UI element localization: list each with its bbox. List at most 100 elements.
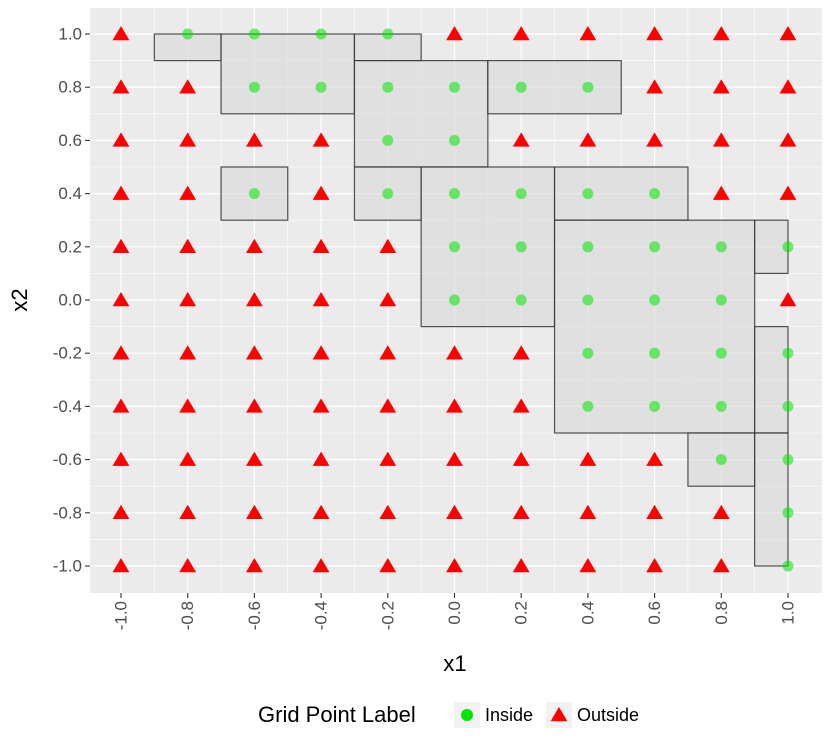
point-inside — [515, 294, 527, 306]
point-inside — [782, 560, 794, 572]
point-outside — [779, 26, 797, 41]
region-rectangle — [754, 326, 789, 434]
point-outside — [179, 504, 197, 520]
point-outside — [179, 292, 197, 307]
point-outside — [646, 132, 663, 147]
point-inside — [248, 81, 260, 93]
point-inside — [782, 454, 794, 466]
point-outside — [112, 79, 130, 94]
point-outside — [779, 292, 797, 307]
point-outside — [112, 132, 130, 147]
point-inside — [449, 294, 460, 306]
region-rectangles — [153, 33, 789, 567]
point-inside — [449, 188, 460, 200]
point-outside — [112, 558, 130, 573]
point-outside — [312, 504, 330, 520]
point-outside — [246, 132, 263, 147]
x-tick-label: 0.8 — [712, 601, 731, 625]
point-outside — [312, 132, 330, 147]
point-inside — [582, 81, 594, 93]
point-inside — [382, 28, 394, 40]
point-inside — [315, 81, 327, 93]
point-inside — [449, 241, 460, 253]
y-axis-ticks: 1.0 0.8 0.6 0.4 0.2 0.0 -0.2 -0.4 -0.6 -0.8 -1.0 — [53, 25, 90, 576]
point-outside — [312, 451, 330, 466]
point-outside — [112, 504, 130, 520]
point-inside — [649, 294, 661, 306]
point-outside — [312, 292, 330, 307]
point-inside — [782, 347, 794, 359]
point-outside — [379, 558, 397, 573]
point-inside — [382, 188, 394, 200]
point-outside — [179, 185, 197, 200]
y-tick-label: 0.2 — [58, 237, 82, 256]
point-inside — [515, 188, 527, 200]
point-outside — [179, 398, 197, 413]
point-outside — [246, 451, 263, 466]
point-inside — [649, 400, 661, 412]
point-outside — [712, 79, 730, 94]
point-outside — [446, 451, 463, 466]
point-outside — [779, 79, 797, 94]
x-tick-label: -1.0 — [112, 601, 131, 630]
y-tick-label: -0.2 — [53, 344, 82, 363]
point-outside — [779, 132, 797, 147]
point-outside — [246, 292, 263, 307]
point-outside — [579, 451, 597, 466]
point-outside — [512, 26, 530, 41]
x-tick-label: 0.6 — [645, 601, 664, 625]
point-inside — [715, 454, 727, 466]
point-inside — [382, 134, 394, 146]
region-rectangle — [487, 59, 622, 115]
x-axis-ticks: -1.0 -0.8 -0.6 -0.4 -0.2 0.0 0.2 0.4 0.6 0.8 1.0 — [112, 593, 798, 630]
y-tick-label: 1.0 — [58, 25, 82, 44]
point-inside — [515, 241, 527, 253]
point-outside — [379, 345, 397, 360]
point-inside — [449, 134, 460, 146]
point-inside — [649, 188, 661, 200]
x-tick-label: -0.4 — [312, 601, 331, 630]
point-outside — [579, 558, 597, 573]
point-inside — [248, 188, 260, 200]
y-tick-label: 0.6 — [58, 131, 82, 150]
y-tick-label: -0.6 — [53, 450, 82, 469]
point-inside — [449, 81, 460, 93]
y-tick-label: -1.0 — [53, 557, 82, 576]
point-outside — [712, 26, 730, 41]
point-inside — [715, 347, 727, 359]
point-outside — [179, 558, 197, 573]
point-outside — [446, 398, 463, 413]
point-outside — [179, 79, 197, 94]
point-inside — [782, 241, 794, 253]
point-outside — [712, 504, 730, 520]
point-outside — [312, 398, 330, 413]
point-outside — [112, 26, 130, 41]
point-outside — [112, 292, 130, 307]
point-inside — [582, 188, 594, 200]
region-rectangle — [220, 33, 356, 115]
point-outside — [312, 185, 330, 200]
point-outside — [446, 345, 463, 360]
region-rectangle — [553, 219, 756, 434]
point-inside — [649, 241, 661, 253]
point-outside — [579, 26, 597, 41]
point-outside — [179, 451, 197, 466]
x-tick-label: 0.2 — [512, 601, 531, 625]
point-inside — [315, 28, 327, 40]
x-tick-label: 0.4 — [578, 601, 597, 625]
region-rectangle — [754, 432, 789, 567]
x-tick-label: 1.0 — [779, 601, 798, 625]
region-rectangle — [420, 166, 556, 328]
legend-circle-icon — [461, 709, 473, 721]
point-inside — [715, 400, 727, 412]
point-outside — [512, 504, 530, 520]
legend-label-outside: Outside — [577, 705, 639, 725]
point-inside — [582, 347, 594, 359]
point-outside — [312, 238, 330, 254]
point-outside — [379, 451, 397, 466]
point-outside — [512, 398, 530, 413]
point-outside — [712, 185, 730, 200]
region-rectangle — [353, 59, 489, 168]
point-outside — [246, 398, 263, 413]
y-axis-title: x2 — [7, 288, 32, 311]
